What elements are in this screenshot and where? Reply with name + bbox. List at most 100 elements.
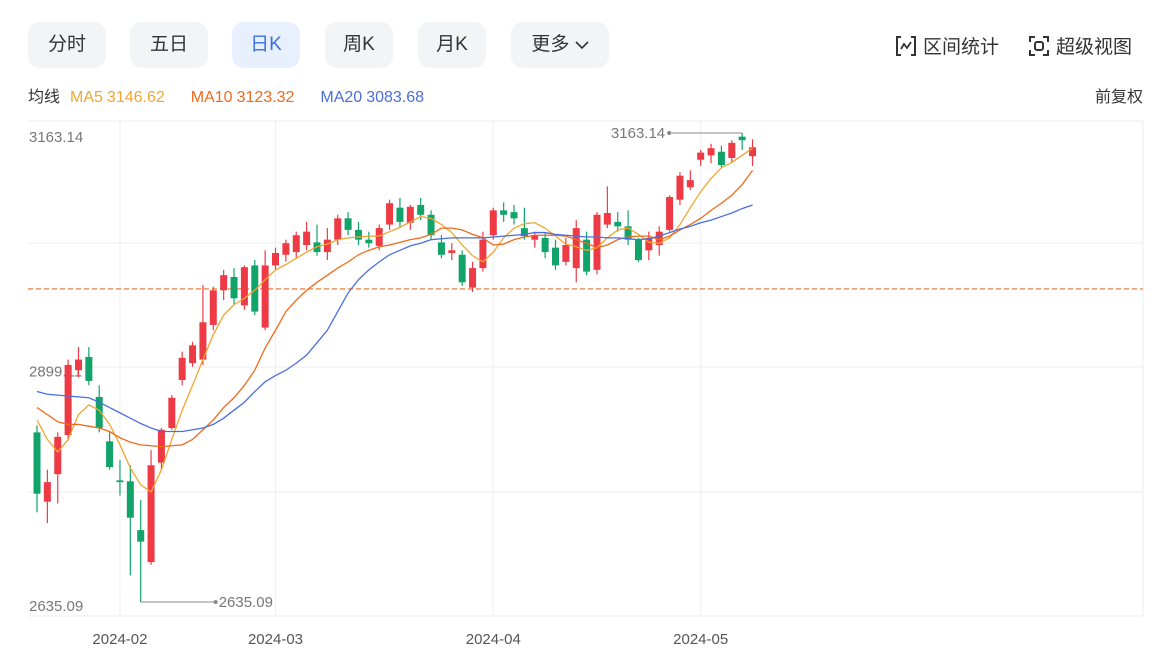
- adjust-button[interactable]: 前复权: [1094, 89, 1143, 106]
- x-tick-label: 2024-04: [466, 631, 521, 648]
- candle-body: [437, 242, 445, 255]
- period-tab[interactable]: 周K: [325, 22, 393, 68]
- x-tick-label: 2024-05: [673, 631, 728, 648]
- candle-body: [209, 290, 217, 325]
- range-stats-icon: [896, 35, 916, 56]
- candle-body: [74, 359, 82, 371]
- grid: [28, 120, 1144, 617]
- candle-body: [552, 247, 559, 266]
- ma-value: 3123.32: [236, 89, 295, 106]
- more-tab[interactable]: 更多: [511, 22, 609, 68]
- y-tick-label: 2899.11: [29, 363, 82, 380]
- candle-body: [189, 345, 197, 364]
- candle-body: [85, 356, 93, 381]
- candle-body: [168, 397, 176, 428]
- candle-body: [43, 482, 51, 502]
- ma-label: 均线: [28, 89, 61, 106]
- candle-body: [489, 210, 497, 236]
- candle-body: [354, 229, 362, 240]
- candle-body: [199, 322, 207, 360]
- candle-body: [469, 268, 477, 288]
- candle-body: [303, 231, 311, 245]
- candle-body: [686, 180, 694, 188]
- candle-body: [427, 214, 435, 236]
- candle-body: [593, 214, 601, 270]
- ma-legend-item: MA5 3146.62: [70, 89, 169, 106]
- candle-body: [396, 207, 404, 222]
- ma-name: MA5: [70, 89, 103, 106]
- candle-body: [520, 228, 528, 237]
- candle-body: [272, 252, 280, 266]
- period-tab[interactable]: 分时: [28, 22, 106, 68]
- candle-body: [261, 265, 269, 328]
- min-label: 2635.09: [219, 594, 273, 611]
- candle-body: [126, 481, 134, 518]
- ma-value: 3146.62: [106, 89, 165, 106]
- max-dot: [667, 130, 672, 135]
- candle-body: [707, 148, 715, 156]
- candle-body: [106, 441, 114, 468]
- candle-body: [417, 205, 425, 215]
- candle-body: [137, 530, 145, 542]
- candle-body: [292, 235, 300, 253]
- period-tab[interactable]: 月K: [418, 22, 486, 68]
- candle-body: [749, 147, 757, 157]
- y-tick-label: 2635.09: [29, 598, 83, 615]
- super-view-button[interactable]: 超级视图: [1028, 32, 1132, 59]
- candle-body: [500, 210, 508, 215]
- candle-body: [738, 136, 746, 141]
- candle-body: [645, 237, 653, 251]
- candle-body: [666, 197, 674, 230]
- candle-body: [583, 239, 591, 272]
- ma-line: [36, 170, 754, 448]
- ma-legend-item: MA20 3083.68: [320, 89, 428, 106]
- range-stats-label: 区间统计: [923, 37, 1000, 58]
- candle-body: [728, 142, 736, 158]
- candle-body: [220, 275, 228, 291]
- super-view-icon: [1029, 35, 1049, 56]
- candle-body: [33, 432, 41, 494]
- candle-body: [676, 175, 684, 200]
- more-label: 更多: [531, 34, 570, 55]
- ma-name: MA20: [320, 89, 363, 106]
- candle-body: [251, 265, 259, 312]
- candle-body: [531, 235, 539, 240]
- candle-body: [458, 254, 466, 283]
- period-tab[interactable]: 日K: [232, 22, 300, 68]
- candle-body: [697, 152, 705, 160]
- candle-body: [230, 276, 238, 299]
- candle-body: [365, 239, 373, 244]
- super-view-label: 超级视图: [1056, 37, 1133, 58]
- candle-body: [479, 239, 487, 269]
- period-tab[interactable]: 五日: [130, 22, 208, 68]
- ma-line: [36, 147, 753, 493]
- candle-body: [344, 218, 352, 230]
- candle-body: [541, 237, 549, 253]
- candle-body: [717, 151, 725, 166]
- candle-body: [147, 465, 155, 563]
- candle-body: [95, 396, 103, 428]
- y-tick-label: 3163.14: [29, 129, 83, 146]
- candle-body: [634, 239, 642, 261]
- ma-legend: 均线 MA5 3146.62 MA10 3123.32 MA20 3083.68: [28, 83, 450, 107]
- candle-body: [116, 480, 124, 483]
- ma-value: 3083.68: [366, 89, 425, 106]
- min-dot: [213, 599, 218, 604]
- ma-legend-item: MA10 3123.32: [191, 89, 299, 106]
- candle-body: [572, 228, 580, 269]
- candle-body: [624, 226, 632, 240]
- ma-line: [36, 204, 753, 433]
- candle-body: [157, 429, 165, 463]
- candle-body: [64, 364, 72, 436]
- chevron-icon: [575, 41, 589, 50]
- max-label: 3163.14: [611, 125, 665, 142]
- ma-name: MA10: [190, 89, 233, 106]
- x-tick-label: 2024-02: [92, 631, 147, 648]
- range-stats-button[interactable]: 区间统计: [895, 32, 999, 59]
- candle-body: [510, 212, 518, 219]
- candle-body: [375, 228, 383, 246]
- candle-body: [54, 436, 62, 475]
- candle-body: [448, 250, 456, 253]
- candle-body: [334, 218, 342, 240]
- candle-body: [562, 244, 570, 262]
